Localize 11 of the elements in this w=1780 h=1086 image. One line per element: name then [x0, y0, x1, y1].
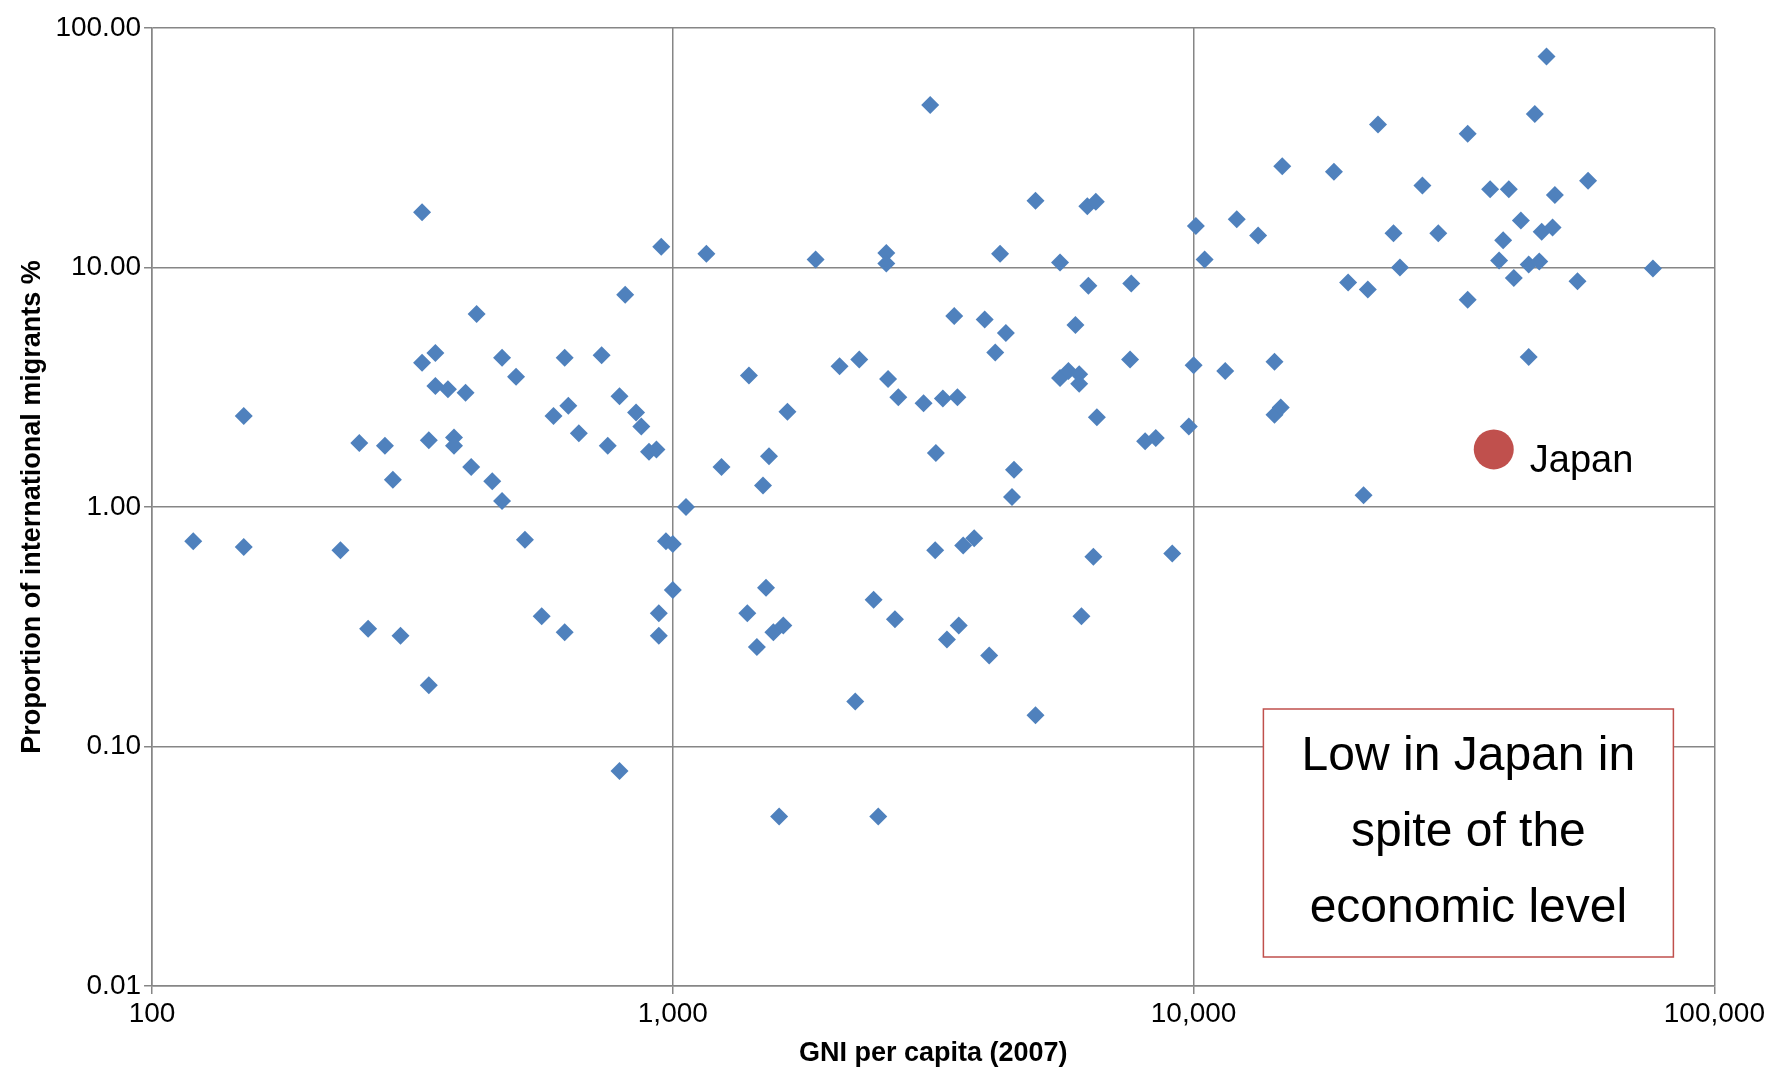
- y-tick-label: 0.10: [86, 729, 142, 761]
- x-tick-label: 1,000: [637, 996, 708, 1028]
- y-axis-title: Proportion of international migrants %: [15, 260, 46, 754]
- x-axis-title: GNI per capita (2007): [798, 1037, 1068, 1068]
- x-tick-label: 10,000: [1150, 996, 1237, 1028]
- y-tick-label: 100.00: [55, 10, 142, 42]
- annotation: Low in Japan in spite of the economic level: [1301, 727, 1636, 933]
- series-label: Japan: [1529, 437, 1634, 480]
- y-tick-label: 1.00: [86, 489, 142, 521]
- x-tick-label: 100,000: [1663, 996, 1765, 1028]
- y-tick-label: 10.00: [70, 250, 142, 282]
